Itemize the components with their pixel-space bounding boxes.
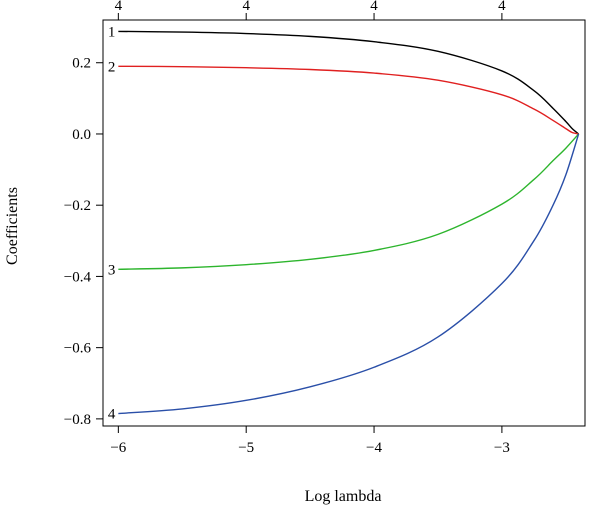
- y-tick-label: −0.2: [64, 198, 91, 214]
- top-tick-label: 4: [370, 0, 378, 14]
- x-tick-label: −3: [494, 440, 510, 456]
- x-tick-label: −4: [366, 440, 382, 456]
- x-axis-title: Log lambda: [305, 488, 382, 505]
- y-axis-title: Coefficients: [4, 187, 21, 265]
- y-tick-label: −0.6: [64, 341, 92, 357]
- plot-border: [102, 19, 586, 427]
- top-tick-label: 4: [242, 0, 250, 14]
- series-line-3: [118, 133, 580, 270]
- y-tick-label: −0.4: [64, 269, 92, 285]
- y-tick-label: −0.8: [64, 412, 91, 428]
- top-axis: 4 4 4 4: [115, 0, 506, 20]
- y-tick-label: 0.0: [72, 127, 91, 143]
- series-line-1: [118, 30, 580, 135]
- series-label-1: 1: [108, 24, 116, 40]
- series-line-2: [118, 65, 579, 135]
- top-tick-label: 4: [498, 0, 506, 14]
- series-label-4: 4: [108, 407, 116, 423]
- series-label-3: 3: [108, 262, 116, 278]
- series-label-2: 2: [108, 59, 116, 75]
- x-axis: −6 −5 −4 −3: [110, 426, 510, 456]
- series-line-4: [118, 133, 580, 415]
- x-tick-label: −5: [238, 440, 254, 456]
- plot-frame: [102, 19, 586, 427]
- x-tick-label: −6: [110, 440, 126, 456]
- y-tick-label: 0.2: [72, 56, 91, 72]
- y-axis: 0.2 0.0 −0.2 −0.4 −0.6 −0.8: [64, 56, 103, 428]
- top-tick-label: 4: [115, 0, 123, 14]
- series-group: 1 2 3 4: [108, 24, 580, 423]
